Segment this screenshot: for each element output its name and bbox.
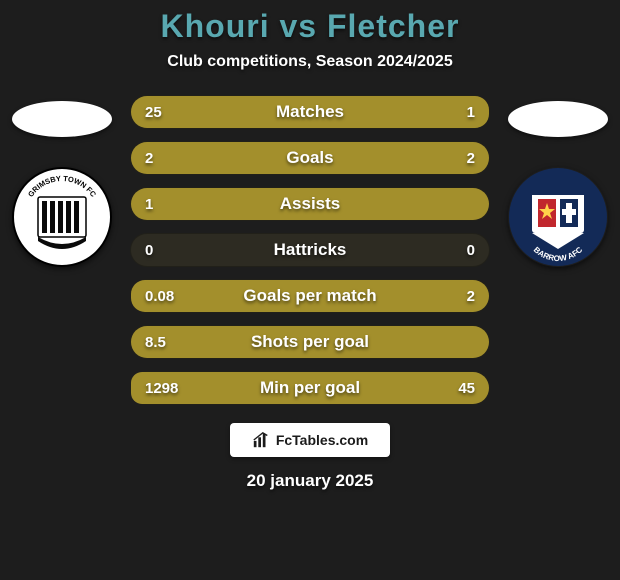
stat-bar: Hattricks 0 0 [130,233,490,267]
stat-label: Assists [280,194,340,214]
stat-value-left: 25 [145,104,162,121]
stat-fill-left [131,372,142,404]
stat-label: Hattricks [274,240,347,260]
watermark-badge: FcTables.com [230,423,390,457]
stat-value-left: 1298 [145,380,178,397]
stat-value-right: 2 [467,288,475,305]
stat-value-right: 45 [458,380,475,397]
stat-fill-left [131,142,310,174]
stat-bar: Min per goal 1298 45 [130,371,490,405]
stat-bar: Goals 2 2 [130,141,490,175]
stat-label: Goals [286,148,333,168]
stat-value-left: 1 [145,196,153,213]
chart-icon [252,431,270,449]
left-flag [12,101,112,137]
stat-bar: Shots per goal 8.5 [130,325,490,359]
stat-bar: Matches 25 1 [130,95,490,129]
page-title: Khouri vs Fletcher [161,8,460,45]
stat-bar: Goals per match 0.08 2 [130,279,490,313]
stat-fill-right [310,142,489,174]
stat-value-left: 2 [145,150,153,167]
stat-value-left: 8.5 [145,334,166,351]
stat-label: Shots per goal [251,332,369,352]
stat-value-right: 0 [467,242,475,259]
barrow-crest-icon: BARROW AFC [508,167,608,267]
stat-fill-left [131,280,145,312]
stat-label: Goals per match [243,286,376,306]
right-flag [508,101,608,137]
stat-value-right: 1 [467,104,475,121]
right-club-crest: BARROW AFC [508,167,608,267]
stat-value-left: 0.08 [145,288,174,305]
comparison-card: Khouri vs Fletcher Club competitions, Se… [0,0,620,580]
stat-fill-right [475,96,489,128]
subtitle: Club competitions, Season 2024/2025 [167,53,452,71]
stat-label: Min per goal [260,378,360,398]
date-text: 20 january 2025 [247,471,374,491]
left-club-col: GRIMSBY TOWN FC [12,95,112,267]
right-club-col: BARROW AFC [508,95,608,267]
stat-label: Matches [276,102,344,122]
stat-value-right: 2 [467,150,475,167]
stats-column: Matches 25 1 Goals 2 2 Assists 1 Hattricks 0 0 Goal… [130,95,490,405]
left-club-crest: GRIMSBY TOWN FC [12,167,112,267]
watermark-text: FcTables.com [276,432,368,448]
stat-value-left: 0 [145,242,153,259]
stat-bar: Assists 1 [130,187,490,221]
grimsby-crest-icon: GRIMSBY TOWN FC [12,167,112,267]
main-row: GRIMSBY TOWN FC Matches 25 1 Goals 2 2 Assists… [0,95,620,405]
